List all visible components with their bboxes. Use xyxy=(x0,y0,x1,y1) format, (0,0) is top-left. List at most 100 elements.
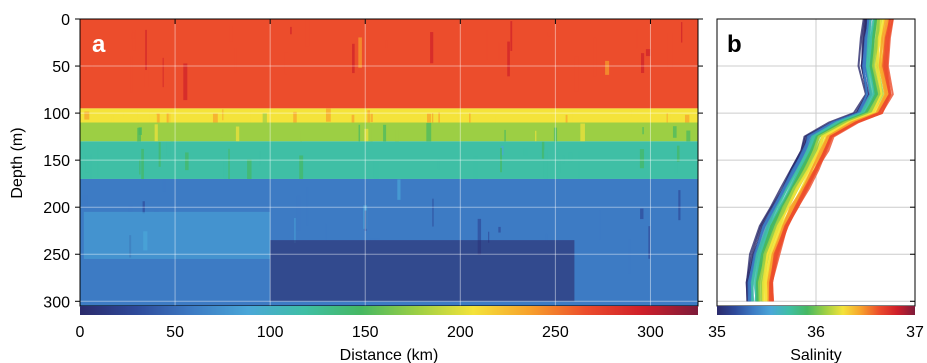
streak xyxy=(363,111,368,123)
y-axis-ticks-b xyxy=(698,18,915,302)
streak xyxy=(259,150,261,166)
streak xyxy=(247,159,252,179)
streak xyxy=(686,130,691,142)
streak xyxy=(325,108,331,122)
streak xyxy=(572,110,578,123)
streak xyxy=(507,41,510,77)
streak xyxy=(633,109,638,123)
streak xyxy=(290,26,292,35)
streak xyxy=(432,198,434,227)
streak xyxy=(457,109,462,123)
streak xyxy=(383,124,387,142)
x-axis-label: Distance (km) xyxy=(340,347,439,363)
streak xyxy=(306,187,309,226)
x-tick-label: 250 xyxy=(542,324,569,341)
streak xyxy=(300,130,302,142)
profile-line xyxy=(750,19,873,302)
streak xyxy=(234,48,237,73)
streak xyxy=(504,129,506,142)
deep-core xyxy=(270,240,575,302)
streak xyxy=(352,43,355,74)
y-tick-label: 150 xyxy=(43,153,70,170)
streak xyxy=(672,126,677,138)
streak xyxy=(145,29,147,71)
streak xyxy=(464,109,468,123)
colorbar-strip-a xyxy=(80,306,698,315)
streak xyxy=(452,128,455,139)
profile-line xyxy=(757,19,881,302)
streak xyxy=(158,141,161,167)
streak xyxy=(130,56,133,93)
streak xyxy=(682,19,684,55)
streak xyxy=(500,147,502,173)
streak xyxy=(666,113,668,123)
streak xyxy=(568,152,573,163)
streak xyxy=(365,32,370,47)
streak xyxy=(132,30,136,51)
y-axis-label: Depth (m) xyxy=(9,127,26,198)
streak xyxy=(135,109,138,120)
streak xyxy=(547,31,551,37)
profile-line xyxy=(747,19,872,302)
streak xyxy=(123,111,127,118)
streak xyxy=(574,56,579,92)
streak xyxy=(168,110,173,123)
x-tick-label: 300 xyxy=(637,324,664,341)
streak xyxy=(562,155,565,164)
streak xyxy=(473,156,479,179)
streak xyxy=(170,127,174,142)
streak xyxy=(430,32,434,64)
deep-patch xyxy=(83,211,271,259)
streak xyxy=(229,26,233,42)
streak xyxy=(541,141,545,159)
streak xyxy=(224,110,227,123)
streak xyxy=(82,194,88,209)
streak xyxy=(431,113,434,123)
y-tick-label: 50 xyxy=(52,59,70,76)
streak xyxy=(183,63,188,101)
x-tick-label: 100 xyxy=(257,324,284,341)
streak xyxy=(580,123,585,142)
streak xyxy=(640,53,645,74)
streak xyxy=(138,127,142,135)
streak xyxy=(250,109,255,123)
streak xyxy=(284,52,288,75)
y-tick-label: 250 xyxy=(43,247,70,264)
streak xyxy=(395,129,399,142)
streak xyxy=(527,111,532,123)
streak xyxy=(262,113,267,123)
streak xyxy=(501,145,504,156)
streak xyxy=(142,201,145,214)
streak xyxy=(438,112,440,123)
colorbar-label: Salinity xyxy=(790,347,842,363)
streak xyxy=(670,111,675,123)
streak xyxy=(465,23,469,47)
streak xyxy=(305,19,310,47)
streak xyxy=(80,122,82,142)
streak xyxy=(228,148,230,179)
colorbar xyxy=(717,306,915,315)
streak xyxy=(371,123,373,142)
colorbar-ticks: 35 36 37 xyxy=(708,324,924,341)
colorbar-tick-label: 35 xyxy=(708,324,726,341)
layer-1 xyxy=(80,108,698,123)
profile-line xyxy=(762,19,883,302)
streak xyxy=(639,149,645,169)
streak xyxy=(166,141,171,157)
streak xyxy=(149,111,154,123)
streak xyxy=(364,210,367,231)
streak xyxy=(636,28,638,49)
streak xyxy=(510,21,513,51)
streak xyxy=(495,115,498,123)
streak xyxy=(156,113,160,123)
colorbar-tick-label: 36 xyxy=(807,324,825,341)
streak xyxy=(674,147,678,174)
streak xyxy=(498,226,501,233)
streak xyxy=(678,190,681,221)
streak xyxy=(535,130,537,142)
streak xyxy=(648,226,651,259)
streak xyxy=(369,123,372,142)
streak xyxy=(599,210,601,240)
streak xyxy=(477,218,482,255)
streak xyxy=(358,37,362,68)
